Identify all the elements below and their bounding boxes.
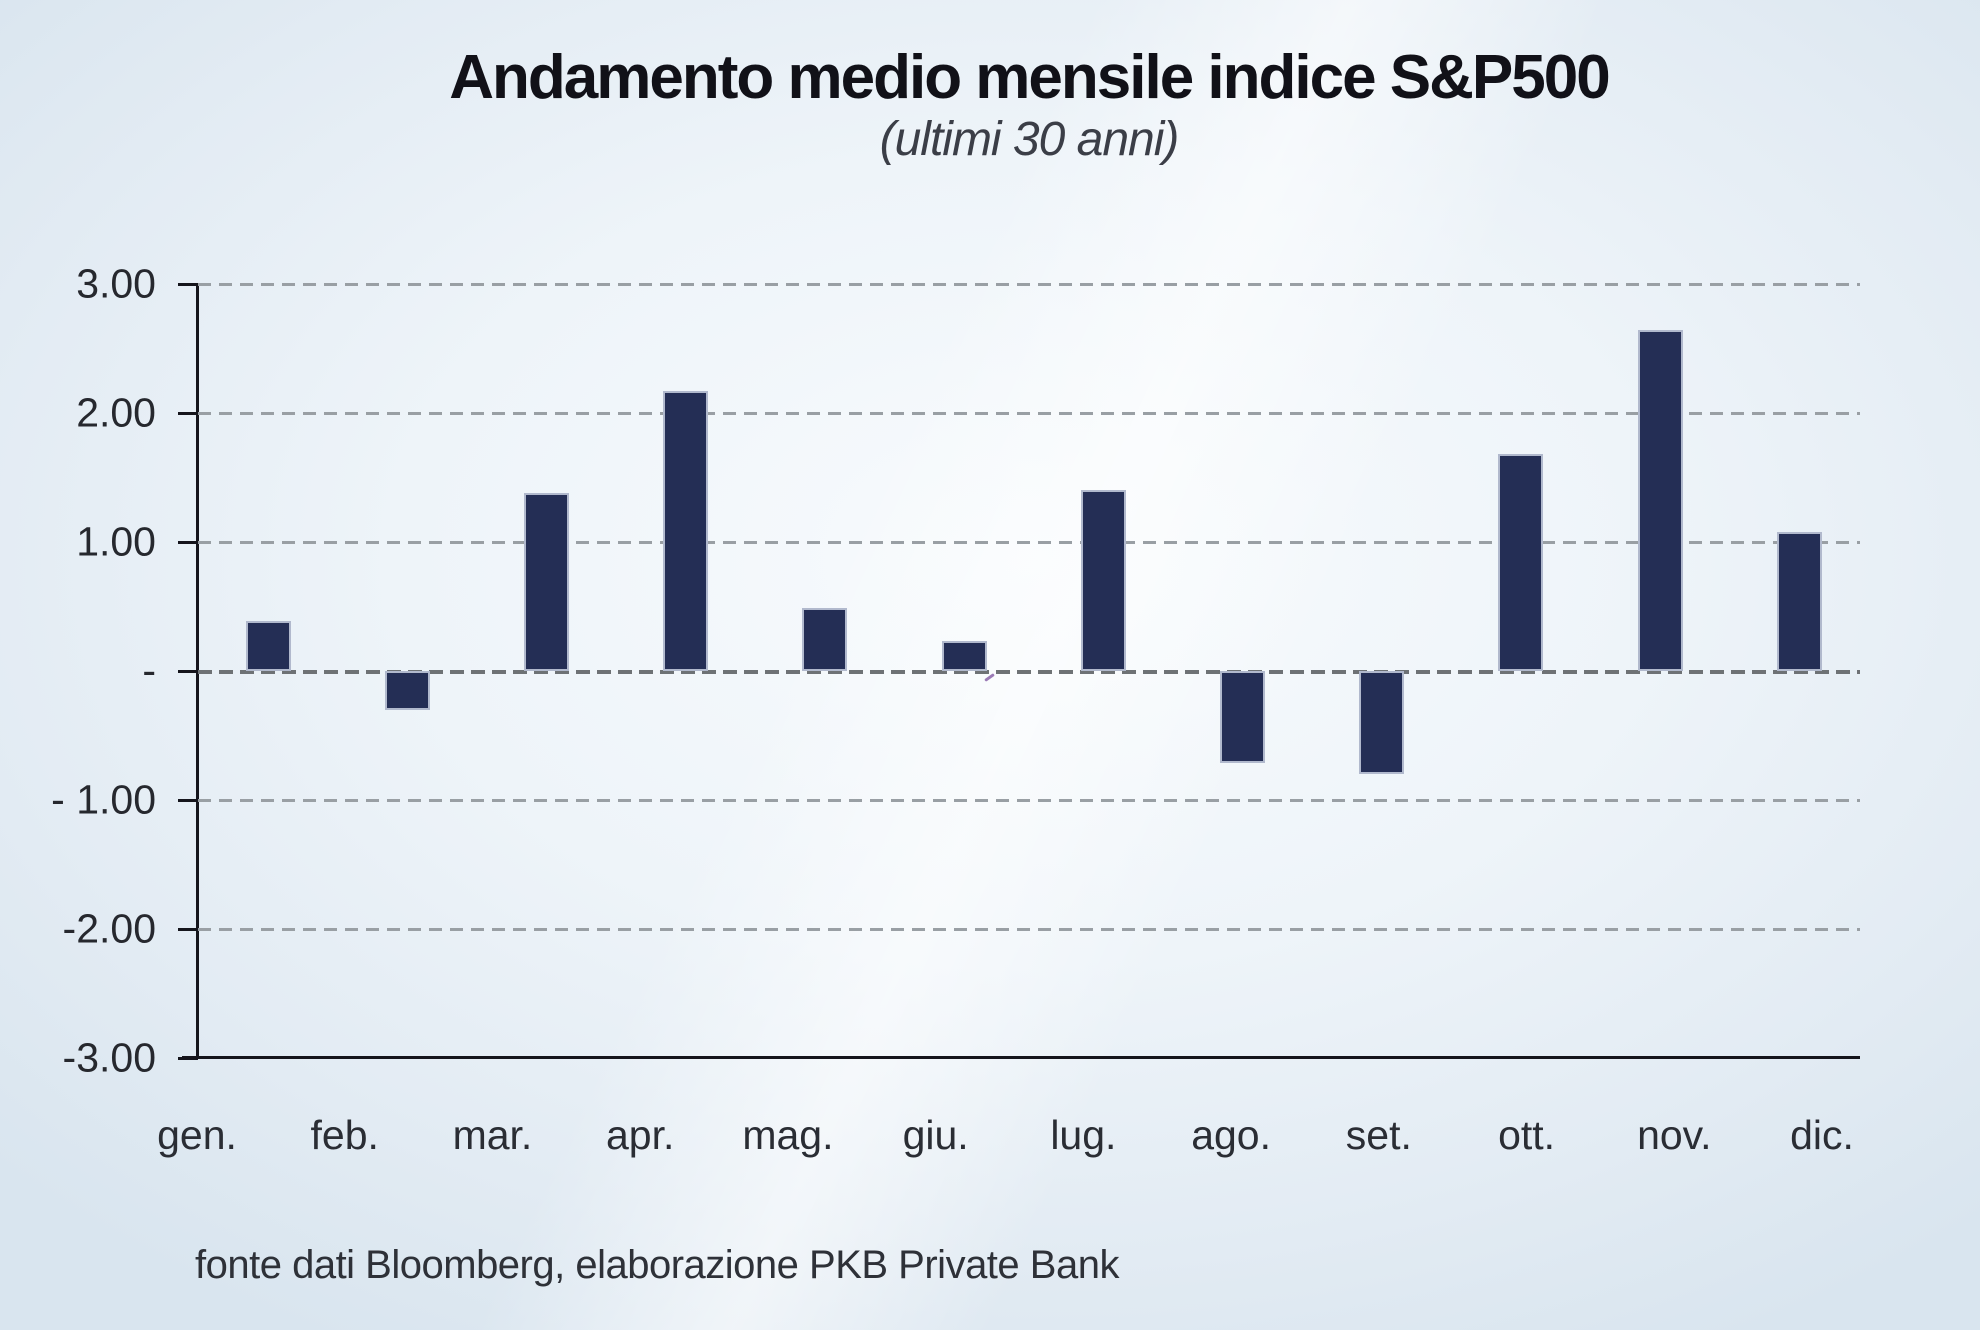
x-label-set.: set. — [1345, 1112, 1412, 1158]
bar-giu. — [941, 641, 987, 671]
plot-area — [178, 283, 1860, 1060]
y-tick--2 — [178, 928, 198, 931]
y-tick-label-1: 1.00 — [76, 518, 156, 565]
source-note: fonte dati Bloomberg, elaborazione PKB P… — [195, 1243, 1119, 1287]
x-label-dic.: dic. — [1790, 1112, 1854, 1158]
bar-mag. — [802, 607, 848, 671]
gridline-2 — [198, 412, 1860, 415]
y-tick-label-2: 2.00 — [76, 389, 156, 436]
y-tick-2 — [178, 412, 198, 415]
x-label-ago.: ago. — [1191, 1112, 1272, 1158]
bar-apr. — [663, 391, 709, 671]
x-label-mar.: mar. — [452, 1112, 533, 1158]
bar-mar. — [523, 492, 569, 671]
y-tick-label-0: - — [142, 647, 156, 694]
y-tick-label-3: 3.00 — [76, 260, 156, 307]
x-label-gen.: gen. — [157, 1112, 237, 1158]
bar-ago. — [1219, 671, 1265, 763]
x-label-lug.: lug. — [1050, 1112, 1117, 1158]
x-label-mag.: mag. — [742, 1112, 834, 1158]
y-tick-label--2: -2.00 — [62, 905, 156, 952]
y-tick-3 — [178, 283, 198, 286]
y-tick--3 — [178, 1057, 198, 1060]
y-tick-label--1: - 1.00 — [51, 776, 156, 823]
bar-ott. — [1498, 454, 1544, 671]
gridline-1 — [198, 541, 1860, 544]
chart-title: Andamento medio mensile indice S&P500 — [449, 43, 1610, 112]
x-axis-labels: gen. feb. mar. apr. mag. giu. lug. ago. set. ott.… — [0, 1112, 1980, 1172]
y-axis-labels: 3.00 2.00 1.00 - - 1.00 -2.00 -3.00 — [0, 0, 162, 1330]
bar-feb. — [384, 671, 430, 710]
bar-gen. — [245, 620, 291, 671]
gridline-3 — [198, 283, 1860, 286]
x-label-feb.: feb. — [310, 1112, 379, 1158]
gridline--2 — [198, 928, 1860, 931]
gridline-0 — [198, 670, 1860, 674]
x-label-apr.: apr. — [605, 1112, 675, 1158]
y-tick--1 — [178, 799, 198, 802]
bar-nov. — [1637, 330, 1683, 671]
gridline--1 — [198, 799, 1860, 802]
x-label-nov.: nov. — [1637, 1112, 1712, 1158]
bar-dic. — [1776, 531, 1822, 671]
y-tick-0 — [178, 670, 198, 673]
x-label-giu.: giu. — [902, 1112, 969, 1158]
y-tick-1 — [178, 541, 198, 544]
y-tick-label--3: -3.00 — [62, 1034, 156, 1081]
chart-subtitle: (ultimi 30 anni) — [879, 113, 1180, 166]
bar-lug. — [1080, 490, 1126, 671]
x-axis-line — [182, 1056, 1860, 1059]
x-label-ott.: ott. — [1498, 1112, 1556, 1158]
bar-set. — [1359, 671, 1405, 775]
